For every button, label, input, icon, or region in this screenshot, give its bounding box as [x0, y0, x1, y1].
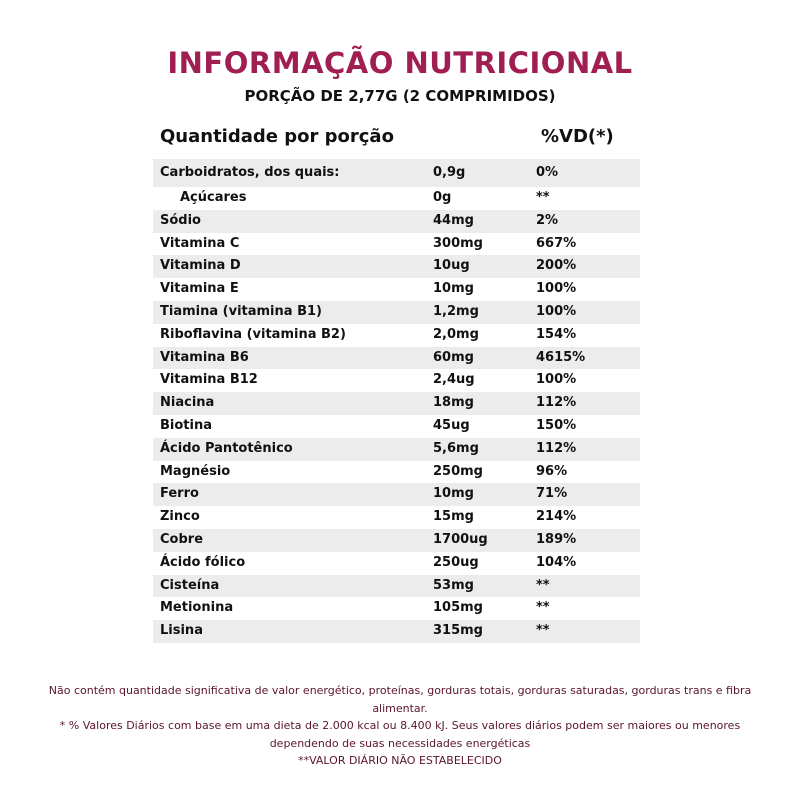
nutrient-amount: 1,2mg [433, 303, 479, 319]
nutrient-name: Ácido Pantotênico [160, 440, 293, 456]
footnotes: Não contém quantidade significativa de v… [40, 682, 760, 770]
nutrient-vd: ** [536, 577, 550, 593]
footnote-daily-values: * % Valores Diários com base em uma diet… [59, 719, 741, 750]
table-header: Quantidade por porção %VD(*) [160, 126, 640, 152]
nutrient-amount: 10mg [433, 281, 474, 297]
nutrient-vd: 2% [536, 212, 559, 228]
nutrient-name: Riboflavina (vitamina B2) [160, 326, 346, 342]
nutrient-name: Ferro [160, 486, 199, 502]
table-row: Vitamina E 10mg 100% [153, 278, 640, 301]
table-row: Ácido fólico 250ug 104% [153, 552, 640, 575]
table-row: Metionina 105mg ** [153, 597, 640, 620]
nutrient-amount: 45ug [433, 417, 470, 433]
nutrient-name: Vitamina B12 [160, 372, 258, 388]
nutrient-vd: 189% [536, 531, 577, 547]
nutrient-amount: 250mg [433, 463, 483, 479]
nutrient-vd: ** [536, 623, 550, 639]
nutrient-name: Sódio [160, 212, 201, 228]
nutrient-name: Vitamina D [160, 258, 241, 274]
nutrient-vd: ** [536, 190, 550, 205]
nutrient-name: Niacina [160, 395, 215, 411]
footnote-no-significant: Não contém quantidade significativa de v… [48, 684, 752, 715]
table-row: Tiamina (vitamina B1) 1,2mg 100% [153, 300, 640, 324]
table-row: Lisina 315mg ** [153, 620, 640, 643]
nutrient-amount: 105mg [433, 600, 483, 616]
nutrient-amount: 300mg [433, 235, 483, 251]
table-row: Vitamina B6 60mg 4615% [153, 346, 640, 370]
table-row: Cisteína 53mg ** [153, 574, 640, 598]
nutrient-vd: 71% [536, 486, 568, 502]
nutrient-amount: 250ug [433, 554, 479, 570]
nutrient-amount: 53mg [433, 577, 474, 593]
table-row: Ferro 10mg 71% [153, 483, 640, 507]
nutrient-name: Metionina [160, 600, 234, 616]
nutrient-amount: 315mg [433, 623, 483, 639]
nutrient-amount: 2,4ug [433, 372, 475, 388]
nutrient-name: Cobre [160, 531, 204, 547]
nutrient-amount: 15mg [433, 509, 474, 525]
table-row: Niacina 18mg 112% [153, 392, 640, 415]
table-row: Vitamina B12 2,4ug 100% [153, 369, 640, 392]
nutrient-vd: 100% [536, 303, 577, 319]
nutrient-name: Açúcares [180, 190, 247, 205]
nutrient-amount: 10mg [433, 486, 474, 502]
nutrient-name: Magnésio [160, 463, 231, 479]
quantity-header: Quantidade por porção [160, 126, 394, 147]
nutrient-amount: 44mg [433, 212, 474, 228]
table-row: Carboidratos, dos quais: 0,9g 0% [153, 159, 640, 187]
nutrient-vd: 96% [536, 463, 568, 479]
nutrient-name: Vitamina B6 [160, 349, 249, 365]
nutrient-amount: 1700ug [433, 531, 488, 547]
nutrient-amount: 18mg [433, 395, 474, 411]
table-row: Magnésio 250mg 96% [153, 461, 640, 484]
nutrient-name: Carboidratos, dos quais: [160, 165, 340, 180]
table-row: Vitamina C 300mg 667% [153, 233, 640, 256]
nutrient-name: Cisteína [160, 577, 220, 593]
page-title: INFORMAÇÃO NUTRICIONAL [167, 46, 633, 80]
nutrient-vd: 100% [536, 281, 577, 297]
table-row: Ácido Pantotênico 5,6mg 112% [153, 437, 640, 461]
nutrient-name: Ácido fólico [160, 554, 246, 570]
footnote-not-established: **VALOR DIÁRIO NÃO ESTABELECIDO [298, 754, 502, 767]
nutrient-vd: 154% [536, 326, 577, 342]
nutrient-name: Lisina [160, 623, 203, 639]
nutrient-amount: 2,0mg [433, 326, 479, 342]
nutrient-vd: 200% [536, 258, 577, 274]
nutrient-amount: 5,6mg [433, 440, 479, 456]
table-row: Sódio 44mg 2% [153, 209, 640, 233]
table-row: Cobre 1700ug 189% [153, 528, 640, 552]
nutrient-name: Biotina [160, 417, 212, 433]
nutrient-vd: 0% [536, 165, 559, 180]
table-row: Zinco 15mg 214% [153, 506, 640, 529]
nutrient-vd: 112% [536, 395, 577, 411]
nutrient-amount: 60mg [433, 349, 474, 365]
nutrient-vd: 4615% [536, 349, 586, 365]
nutrient-amount: 10ug [433, 258, 470, 274]
nutrient-amount: 0g [433, 190, 452, 205]
table-row: Biotina 45ug 150% [153, 415, 640, 438]
nutrient-vd: 667% [536, 235, 577, 251]
nutrition-table: Carboidratos, dos quais: 0,9g 0% Açúcare… [153, 159, 640, 643]
nutrient-name: Tiamina (vitamina B1) [160, 303, 322, 319]
vd-header: %VD(*) [541, 126, 614, 147]
nutrient-vd: ** [536, 600, 550, 616]
nutrient-vd: 214% [536, 509, 577, 525]
nutrient-name: Vitamina C [160, 235, 240, 251]
table-row: Vitamina D 10ug 200% [153, 255, 640, 279]
portion-subtitle: PORÇÃO DE 2,77G (2 COMPRIMIDOS) [244, 87, 556, 105]
nutrient-amount: 0,9g [433, 165, 466, 180]
nutrient-name: Zinco [160, 509, 200, 525]
table-row: Açúcares 0g ** [153, 187, 640, 210]
nutrient-vd: 112% [536, 440, 577, 456]
nutrient-name: Vitamina E [160, 281, 239, 297]
nutrient-vd: 104% [536, 554, 577, 570]
nutrient-vd: 100% [536, 372, 577, 388]
table-row: Riboflavina (vitamina B2) 2,0mg 154% [153, 324, 640, 347]
nutrient-vd: 150% [536, 417, 577, 433]
